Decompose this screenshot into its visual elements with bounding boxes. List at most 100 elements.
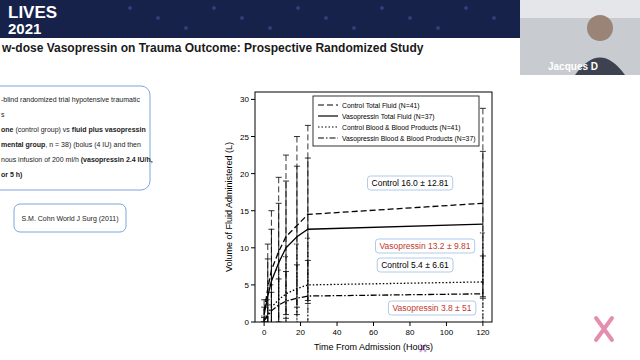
x-tick-label: 0 xyxy=(262,328,267,337)
box-run: (control group) vs xyxy=(13,126,71,134)
annotation-box xyxy=(376,239,475,253)
x-tick-label: 100 xyxy=(440,328,454,337)
error-bar xyxy=(265,305,271,322)
x-tick-label: 20 xyxy=(296,328,305,337)
webcam-wall xyxy=(520,0,640,18)
header-decoration xyxy=(464,6,468,10)
y-tick xyxy=(251,136,255,137)
box-run: (vasopressin 2.4 IU/h, xyxy=(81,156,153,164)
header-decoration xyxy=(296,6,300,10)
header-decoration xyxy=(156,16,160,20)
slide-title: w-dose Vasopressin on Trauma Outcome: Pr… xyxy=(1,41,424,55)
citation-box xyxy=(14,204,126,232)
y-tick xyxy=(251,284,255,285)
annotation-box xyxy=(388,301,475,315)
y-tick xyxy=(251,210,255,211)
y-tick-label: 20 xyxy=(240,170,249,179)
y-tick-label: 5 xyxy=(245,281,250,290)
box-line: s xyxy=(1,111,5,118)
box-line: one (control group) vs fluid plus vasopr… xyxy=(1,126,146,134)
logo-year: 2021 xyxy=(8,20,41,37)
error-bar xyxy=(305,158,311,300)
annotation: Control 16.0 ± 12.81 xyxy=(372,178,449,188)
error-bar xyxy=(305,238,311,322)
error-bar xyxy=(294,265,300,322)
y-tick xyxy=(251,247,255,248)
box-run: , n = 38) (bolus (4 IU) and then xyxy=(45,141,141,149)
box-line: nous infusion of 200 ml/h (vasopressin 2… xyxy=(1,156,153,164)
annotation: Vasopressin 13.2 ± 9.81 xyxy=(380,241,471,251)
y-tick xyxy=(251,322,255,323)
box-run: -blind randomized trial hypotensive trau… xyxy=(1,96,140,104)
x-tick-label: 120 xyxy=(476,328,490,337)
box-line: or 5 h) xyxy=(1,171,22,179)
legend-label: Control Blood & Blood Products (N=41) xyxy=(342,124,460,132)
y-axis-label: Volume of Fluid Administered (L) xyxy=(224,142,234,272)
legend-swatch xyxy=(318,115,338,116)
header-decoration xyxy=(436,26,440,30)
error-bar xyxy=(261,318,267,322)
y-tick-label: 25 xyxy=(240,133,249,142)
header-decoration xyxy=(268,26,272,30)
error-bar xyxy=(268,285,274,322)
error-bar xyxy=(283,272,289,322)
box-line: -blind randomized trial hypotensive trau… xyxy=(1,96,140,104)
y-tick xyxy=(251,173,255,174)
speaker-name: Jacques D xyxy=(548,61,598,72)
legend-label: Vasopressin Blood & Blood Products (N=37… xyxy=(342,135,475,143)
legend-swatch xyxy=(318,137,338,138)
legend-swatch xyxy=(318,126,338,127)
box-run: fluid plus vasopressin xyxy=(72,126,146,134)
legend-box xyxy=(313,96,479,146)
y-tick-label: 10 xyxy=(240,244,249,253)
x-tick-label: 80 xyxy=(406,328,415,337)
text-box xyxy=(0,86,150,190)
webcam xyxy=(520,0,640,75)
annotation-box xyxy=(377,258,453,272)
header-decoration xyxy=(352,26,356,30)
annotation-box xyxy=(368,176,453,190)
box-run: mental group xyxy=(1,141,45,149)
error-bar xyxy=(265,259,271,322)
header-decoration xyxy=(212,6,216,10)
legend-label: Control Total Fluid (N=41) xyxy=(342,102,420,110)
error-bar xyxy=(283,257,289,322)
error-bar xyxy=(480,151,486,296)
header-decoration xyxy=(380,6,384,10)
plot-marks xyxy=(261,108,486,322)
plot-frame xyxy=(255,92,492,322)
legend-label: Vasopressin Total Fluid (N=37) xyxy=(342,113,435,121)
legend-swatch xyxy=(318,104,338,105)
x-tick-label: 60 xyxy=(369,328,378,337)
webcam-head xyxy=(587,15,613,41)
header-decoration xyxy=(184,26,188,30)
x-axis-label: Time From Admission (Hours) xyxy=(314,342,433,352)
error-bar xyxy=(283,155,289,318)
header-decoration xyxy=(492,16,496,20)
y-tick-label: 30 xyxy=(240,95,249,104)
annotation: Vasopressin 3.8 ± 51 xyxy=(392,303,471,313)
y-tick-label: 15 xyxy=(240,207,249,216)
box-line: mental group, n = 38) (bolus (4 IU) and … xyxy=(1,141,141,149)
error-bar xyxy=(480,233,486,322)
annotation: Control 5.4 ± 6.61 xyxy=(381,260,449,270)
y-tick xyxy=(251,99,255,100)
error-bar xyxy=(268,229,274,322)
error-bar xyxy=(294,244,300,322)
slide: LIVES2021Jacques Dw-dose Vasopressin on … xyxy=(0,0,640,360)
box-run: or 5 h) xyxy=(1,171,22,179)
error-bar xyxy=(268,292,274,322)
x-tick xyxy=(264,322,265,326)
decoration xyxy=(596,318,612,340)
error-bar xyxy=(294,166,300,307)
header-decoration xyxy=(240,16,244,20)
x-tick xyxy=(337,322,338,326)
error-bar xyxy=(305,260,311,322)
x-tick xyxy=(409,322,410,326)
x-tick xyxy=(482,322,483,326)
box-run: s xyxy=(1,111,5,118)
header-decoration xyxy=(408,16,412,20)
error-bar xyxy=(480,256,486,322)
box-run: nous infusion of 200 ml/h xyxy=(1,156,81,163)
x-tick xyxy=(300,322,301,326)
